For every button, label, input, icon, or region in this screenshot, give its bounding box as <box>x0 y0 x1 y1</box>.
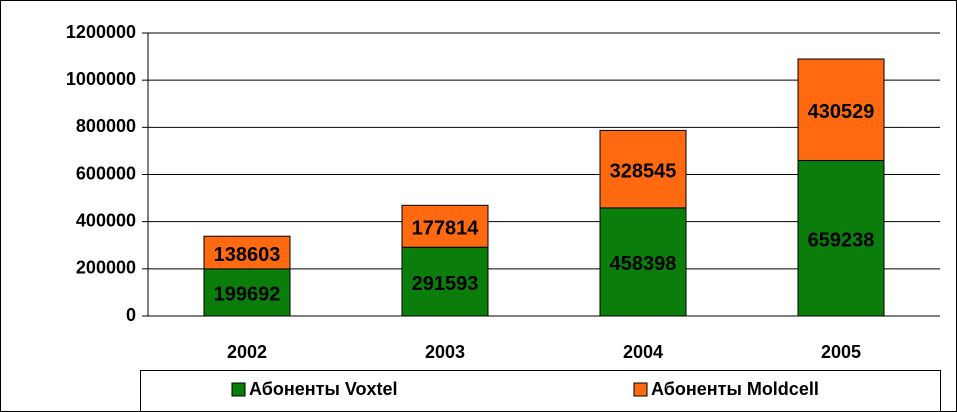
legend-label: Абоненты Moldcell <box>651 379 819 399</box>
data-label: 291593 <box>412 273 479 295</box>
data-label: 138603 <box>214 244 281 266</box>
legend-box <box>140 370 941 412</box>
y-tick-label: 400000 <box>76 210 136 230</box>
y-tick-label: 1000000 <box>66 69 136 89</box>
bar-segment <box>599 207 687 317</box>
legend-swatch <box>633 382 648 397</box>
y-tick-label: 200000 <box>76 258 136 278</box>
y-tick-label: 600000 <box>76 163 136 183</box>
data-label: 430529 <box>808 101 875 123</box>
legend-swatch <box>231 382 246 397</box>
x-tick-label: 2005 <box>821 342 861 362</box>
legend-label: Абоненты Voxtel <box>249 379 398 399</box>
y-tick-label: 1200000 <box>66 22 136 42</box>
bar-segment <box>203 235 291 270</box>
bar-segment <box>797 160 885 317</box>
data-label: 328545 <box>610 160 677 182</box>
bar-segment <box>203 268 291 317</box>
bar-segment <box>401 204 489 248</box>
x-tick-label: 2004 <box>623 342 663 362</box>
data-label: 458398 <box>610 253 677 275</box>
bar-segment <box>797 58 885 162</box>
bar-segment <box>599 129 687 209</box>
y-tick-label: 0 <box>126 305 136 325</box>
x-tick-label: 2002 <box>227 342 267 362</box>
data-label: 659238 <box>808 230 875 252</box>
data-label: 199692 <box>214 284 281 306</box>
data-label: 177814 <box>412 218 480 240</box>
bar-segment <box>401 246 489 317</box>
x-tick-label: 2003 <box>425 342 465 362</box>
y-tick-label: 800000 <box>76 116 136 136</box>
